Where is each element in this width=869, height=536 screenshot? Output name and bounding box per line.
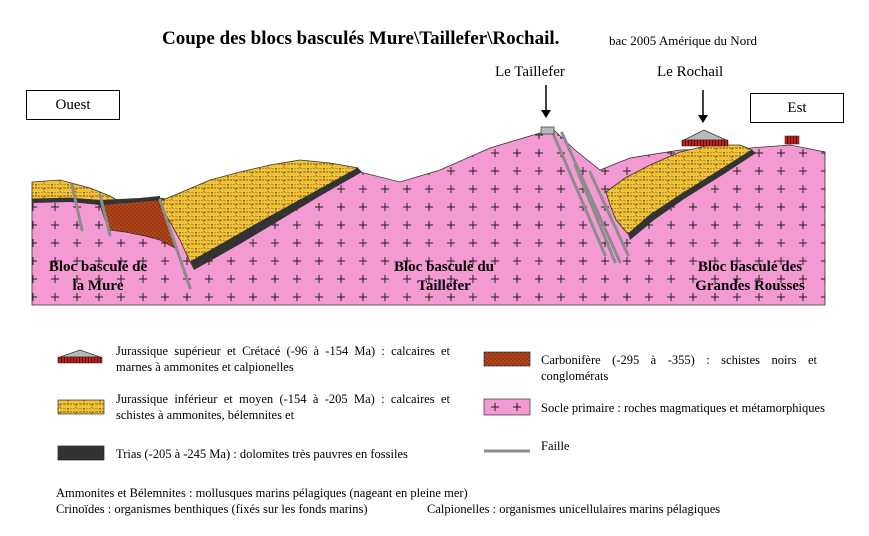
note-ammonites: Ammonites et Bélemnites : mollusques mar… — [56, 486, 468, 500]
rochail-cap — [681, 129, 729, 147]
taillefer-trias — [190, 168, 362, 270]
faults — [70, 129, 630, 290]
taillefer-cap — [540, 126, 555, 135]
page-subtitle: bac 2005 Amérique du Nord — [609, 33, 758, 48]
legend-symbol-jurassique-sup — [57, 349, 103, 364]
legend-symbol-jurassique-inf — [57, 399, 105, 415]
mure-trias — [32, 196, 160, 205]
mure-block-label-line2: la Mure — [72, 278, 124, 294]
rochail-label: Le Rochail — [657, 64, 724, 80]
legend-symbol-trias — [57, 445, 105, 461]
rochail-arrow — [698, 90, 708, 123]
legend-socle: Socle primaire : roches magmatiques et m… — [541, 401, 825, 415]
legend-jurassique-inf: Jurassique inférieur et moyen (-154 à -2… — [116, 392, 450, 422]
page-title: Coupe des blocs basculés Mure\Taillefer\… — [162, 28, 560, 49]
rousses-block-label-line2: Grandes Rousses — [695, 278, 805, 294]
taillefer-block-label-line2: Taillefer — [417, 278, 471, 294]
legend-faille: Faille — [541, 439, 570, 453]
rousses-block-label-line1: Bloc basculé des — [697, 259, 803, 275]
east-red-cap — [784, 135, 800, 145]
legend-jurassique-sup: Jurassique supérieur et Crétacé (-96 à -… — [116, 344, 450, 374]
legend-symbol-socle — [483, 398, 531, 416]
legend-trias: Trias (-205 à -245 Ma) : dolomites très … — [116, 447, 408, 461]
mure-block-label-line1: Bloc basculé de — [48, 259, 148, 275]
taillefer-block-label-line1: Bloc basculé du — [393, 259, 495, 275]
legend-carbonifere: Carbonifère (-295 à -355) : schistes noi… — [541, 353, 817, 383]
rousses-trias — [628, 150, 756, 240]
legend-symbol-carbonifere — [483, 351, 531, 367]
rousses-block-label: Bloc basculé des Grandes Rousses — [685, 258, 815, 296]
note-crinoides: Crinoïdes : organismes benthiques (fixés… — [56, 502, 368, 516]
east-label: Est — [750, 93, 844, 123]
west-label: Ouest — [26, 90, 120, 120]
mure-block-label: Bloc basculé de la Mure — [38, 258, 158, 296]
taillefer-arrow — [541, 85, 551, 118]
taillefer-block-label: Bloc basculé du Taillefer — [382, 258, 506, 296]
taillefer-label: Le Taillefer — [495, 64, 565, 80]
note-calpionelles: Calpionelles : organismes unicellulaires… — [427, 502, 721, 516]
